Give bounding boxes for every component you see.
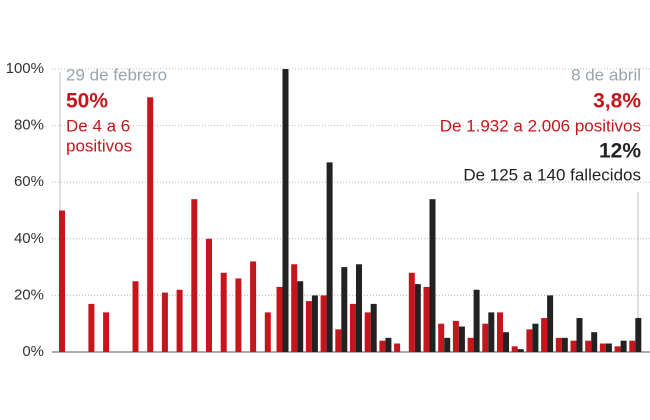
bar bbox=[605, 343, 612, 352]
bar bbox=[282, 69, 289, 352]
bar bbox=[591, 332, 598, 352]
bar bbox=[526, 329, 533, 352]
y-tick-label: 100% bbox=[6, 60, 44, 77]
bar bbox=[561, 337, 568, 352]
bar bbox=[620, 340, 627, 352]
bar bbox=[614, 346, 621, 352]
bar bbox=[161, 292, 168, 352]
bar bbox=[88, 303, 95, 352]
bar bbox=[532, 323, 539, 352]
bar bbox=[103, 312, 110, 352]
bar bbox=[59, 210, 65, 352]
bar bbox=[503, 332, 509, 352]
bar bbox=[311, 295, 318, 352]
annotation-text: positivos bbox=[66, 136, 132, 155]
annotation-date: 29 de febrero bbox=[66, 65, 167, 84]
y-tick-label: 80% bbox=[14, 117, 44, 134]
bar bbox=[147, 97, 154, 352]
bar bbox=[585, 340, 592, 352]
bar bbox=[276, 286, 283, 352]
bar bbox=[370, 303, 377, 352]
annotation-text: De 1.932 a 2.006 positivos bbox=[440, 116, 641, 135]
bar bbox=[408, 272, 415, 352]
bar bbox=[629, 340, 636, 352]
bar bbox=[458, 326, 465, 352]
bar bbox=[250, 261, 257, 352]
annotation-percent: 3,8% bbox=[593, 90, 641, 113]
bar bbox=[452, 320, 459, 352]
bar bbox=[541, 318, 548, 352]
bar bbox=[264, 312, 271, 352]
annotation-percent: 50% bbox=[66, 90, 108, 113]
bar bbox=[570, 340, 577, 352]
bar bbox=[305, 301, 312, 352]
bar bbox=[341, 267, 348, 352]
bar bbox=[176, 289, 183, 352]
y-tick-label: 20% bbox=[14, 286, 44, 303]
annotation-text: De 4 a 6 bbox=[66, 116, 130, 135]
bar bbox=[438, 323, 445, 352]
bar bbox=[497, 312, 503, 352]
bar bbox=[132, 281, 139, 352]
bar bbox=[635, 318, 642, 352]
bar bbox=[364, 312, 371, 352]
annotation-percent: 12% bbox=[599, 140, 641, 163]
bar bbox=[379, 340, 386, 352]
bar bbox=[414, 284, 421, 352]
bar bbox=[547, 295, 554, 352]
y-tick-label: 60% bbox=[14, 173, 44, 190]
bar bbox=[356, 264, 362, 352]
bar bbox=[473, 289, 480, 352]
y-tick-label: 0% bbox=[22, 343, 44, 360]
bar bbox=[235, 278, 242, 352]
bar bbox=[488, 312, 495, 352]
annotation-text: De 125 a 140 fallecidos bbox=[463, 165, 641, 184]
bar bbox=[511, 346, 518, 352]
bar bbox=[385, 337, 392, 352]
bar bbox=[297, 281, 304, 352]
bar bbox=[191, 199, 198, 352]
bar bbox=[326, 162, 333, 352]
bar bbox=[517, 349, 524, 352]
bar bbox=[555, 337, 562, 352]
bar bbox=[599, 343, 606, 352]
bar bbox=[291, 264, 298, 352]
bar bbox=[394, 343, 401, 352]
bar bbox=[320, 295, 327, 352]
bar bbox=[429, 199, 436, 352]
bar bbox=[335, 329, 342, 352]
bar bbox=[444, 337, 451, 352]
bar bbox=[220, 272, 227, 352]
bar bbox=[576, 318, 583, 352]
bar bbox=[482, 323, 489, 352]
bar bbox=[423, 286, 430, 352]
annotation-date: 8 de abril bbox=[571, 65, 641, 84]
bar bbox=[467, 337, 474, 352]
bar bbox=[350, 303, 356, 352]
bar bbox=[206, 238, 212, 352]
y-tick-label: 40% bbox=[14, 230, 44, 247]
